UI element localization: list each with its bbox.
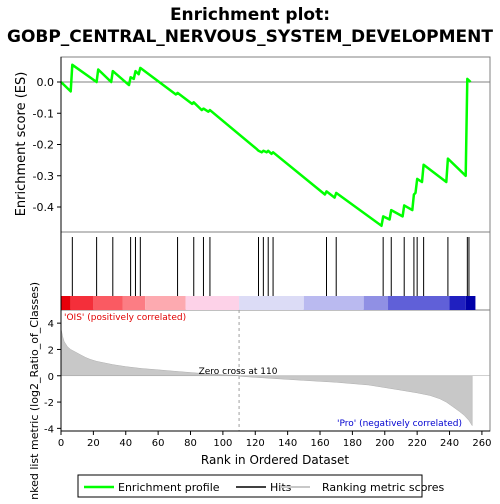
legend-box xyxy=(77,474,423,498)
heat-segment xyxy=(145,296,186,310)
es-y-tick-label: 0.0 xyxy=(37,76,55,89)
chart-title-line2: GOBP_CENTRAL_NERVOUS_SYSTEM_DEVELOPMENT xyxy=(7,27,493,47)
x-tick-label: 120 xyxy=(246,438,265,449)
x-tick-label: 40 xyxy=(119,438,132,449)
metric-y-tick-label: 0 xyxy=(48,372,54,383)
metric-y-tick-label: -4 xyxy=(44,424,54,435)
x-tick-label: 260 xyxy=(472,438,491,449)
x-tick-label: 100 xyxy=(213,438,232,449)
heat-segment xyxy=(93,296,123,310)
x-tick-label: 220 xyxy=(408,438,427,449)
x-tick-label: 140 xyxy=(278,438,297,449)
legend-enrichment-label: Enrichment profile xyxy=(118,481,220,494)
heat-segment xyxy=(465,296,476,310)
metric-y-tick-label: 2 xyxy=(48,345,54,356)
heat-segment xyxy=(70,296,94,310)
heat-segment xyxy=(303,296,364,310)
x-tick-label: 240 xyxy=(440,438,459,449)
x-tick-label: 200 xyxy=(375,438,394,449)
ranking-metric-area xyxy=(60,328,473,427)
x-axis-label: Rank in Ordered Dataset xyxy=(201,453,349,467)
metric-y-tick-label: 4 xyxy=(48,319,54,330)
x-tick-label: 20 xyxy=(87,438,100,449)
x-tick-label: 160 xyxy=(310,438,329,449)
x-tick-label: 0 xyxy=(58,438,64,449)
heat-segment xyxy=(61,296,71,310)
metric-y-tick-label: -2 xyxy=(44,398,54,409)
axes-layer: 0 20 40 60 80 100 120 140 160 180 200 220 240 2600.0-… xyxy=(33,57,491,449)
heat-segment xyxy=(239,296,304,310)
es-y-tick-label: -0.4 xyxy=(33,201,54,214)
legend-metric-label: Ranking metric scores xyxy=(322,481,444,494)
heat-segment xyxy=(449,296,466,310)
positive-class-label: 'OIS' (positively correlated) xyxy=(64,313,186,323)
heat-segment xyxy=(363,296,389,310)
x-tick-label: 80 xyxy=(184,438,197,449)
es-y-tick-label: -0.2 xyxy=(33,139,54,152)
metric-y-axis-label: Ranked list metric (log2_Ratio_of_Classe… xyxy=(28,282,41,500)
x-tick-label: 60 xyxy=(152,438,165,449)
es-y-axis-label: Enrichment score (ES) xyxy=(14,72,29,217)
enrichment-profile-line xyxy=(60,63,472,228)
metric-layer xyxy=(60,310,490,431)
es-panel xyxy=(60,56,491,233)
heatmap-bar xyxy=(61,296,476,310)
heat-segment xyxy=(185,296,240,310)
heat-segment xyxy=(122,296,146,310)
x-tick-label: 180 xyxy=(343,438,362,449)
es-y-tick-label: -0.3 xyxy=(33,170,54,183)
hits-layer xyxy=(71,237,470,296)
negative-class-label: 'Pro' (negatively correlated) xyxy=(337,419,462,429)
heat-segment xyxy=(388,296,450,310)
chart-title-line1: Enrichment plot: xyxy=(170,5,330,25)
legend: Enrichment profile Hits Ranking metric s… xyxy=(77,474,444,498)
es-y-tick-label: -0.1 xyxy=(33,107,54,120)
zero-cross-label: Zero cross at 110 xyxy=(199,367,278,377)
es-layer xyxy=(60,63,490,228)
